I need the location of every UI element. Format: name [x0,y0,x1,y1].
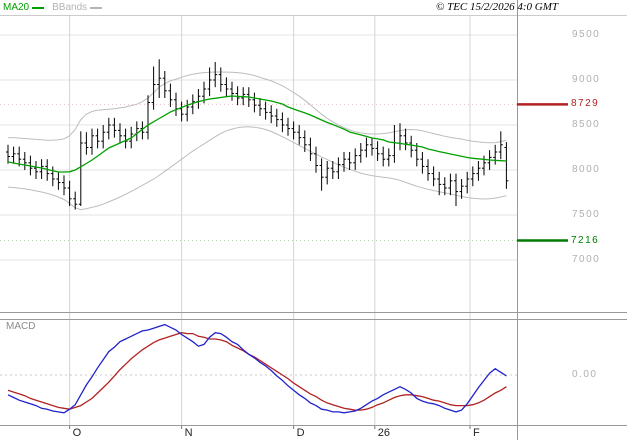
macd-pane-label: MACD [6,321,36,332]
ohlc-bars [6,59,509,210]
macd-zero-label: 0.00 [572,369,598,380]
chart-legend: MA20 BBands [3,1,103,14]
price-tick-label: 9500 [572,29,601,40]
resistance-level-label: 8729 [571,98,600,110]
bb-lower-line [7,126,507,211]
bbands-legend-swatch [90,6,103,9]
macd-signal-line [7,332,507,411]
bbands-legend-label: BBands [52,2,88,13]
time-tick-label: 26 [377,427,391,439]
time-tick-label: N [184,427,193,439]
price-tick-label: 7500 [572,209,601,220]
time-tick-label: F [473,427,480,439]
time-tick-label: O [72,427,82,439]
support-level-label: 7216 [571,234,600,246]
price-tick-label: 9000 [572,74,601,85]
copyright-text: © TEC 15/2/2026 4:0 GMT [435,1,558,13]
ma20-legend-label: MA20 [3,2,30,13]
macd-line [7,323,507,414]
bb-upper-line [8,71,507,144]
price-tick-label: 7000 [572,254,601,265]
price-tick-label: 8000 [572,164,601,175]
ma20-line [7,95,507,173]
time-tick-label: D [296,427,305,439]
ma20-legend-swatch [32,6,45,9]
price-tick-label: 8500 [572,119,601,130]
